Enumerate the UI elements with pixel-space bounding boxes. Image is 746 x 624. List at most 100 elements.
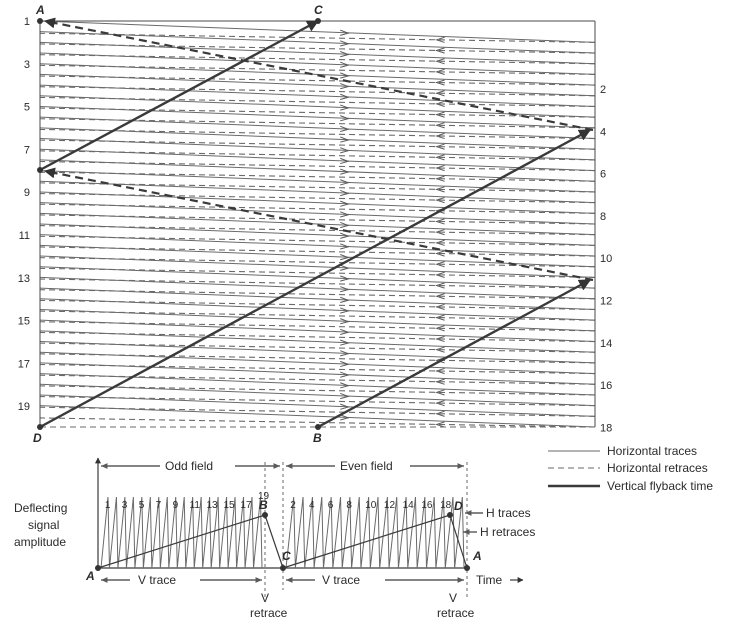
wave-label-d: D [454, 499, 463, 513]
h-retraces-label: H retraces [480, 525, 535, 539]
trace-direction-arrow [340, 414, 350, 421]
trace-direction-arrow [340, 275, 350, 282]
trace-direction-arrow [340, 200, 350, 207]
trace-direction-arrow [340, 40, 350, 47]
retrace-direction-arrow [434, 164, 445, 172]
horizontal-retrace-line [39, 342, 596, 353]
even-line-number: 10 [600, 253, 612, 265]
trace-direction-arrow [340, 296, 350, 303]
wave-label-c: C [282, 549, 291, 563]
trace-direction-arrow [340, 403, 350, 410]
horizontal-trace-line [39, 20, 596, 43]
trace-direction-arrow [340, 115, 350, 122]
retrace-direction-arrow [434, 261, 445, 268]
pulse-numbers: 1 3 5 7 9 11 13 15 17 2 4 6 8 10 12 14 16 18 [105, 500, 452, 511]
retrace-direction-arrow [434, 410, 445, 417]
trace-direction-arrow [340, 147, 350, 154]
retrace-direction-arrow [434, 346, 445, 353]
retrace-direction-arrow [434, 132, 445, 140]
legend-retrace-label: Horizontal retraces [607, 461, 708, 475]
horizontal-retrace-line [39, 353, 596, 364]
odd-line-number: 3 [24, 59, 30, 71]
retrace-direction-arrow [434, 111, 445, 118]
y-axis-label-line-1: Deflecting [14, 501, 67, 515]
horizontal-retrace-line [39, 107, 596, 118]
retrace-direction-arrow [434, 218, 445, 225]
trace-direction-arrow [340, 339, 350, 346]
retrace-direction-arrow [434, 335, 445, 343]
retrace-direction-arrow [434, 197, 445, 204]
wave-label-b: B [259, 498, 268, 512]
pulse-number: 15 [223, 500, 235, 511]
flyback-odd-c [39, 19, 320, 172]
trace-direction-arrow [340, 189, 350, 197]
deflection-waveform: Odd field Even field 1 3 5 7 9 11 13 15 17 2 4 6 8 10… [14, 457, 535, 620]
odd-line-number: 5 [24, 102, 30, 114]
point-c-dot [315, 18, 321, 24]
label-a: A [35, 3, 45, 17]
retrace-direction-arrow [434, 378, 445, 385]
legend-flyback-label: Vertical flyback time [607, 479, 713, 493]
horizontal-retrace-line [39, 75, 596, 86]
odd-field-label: Odd field [165, 459, 213, 473]
retrace-direction-arrow [434, 314, 445, 321]
retrace-direction-arrow [434, 58, 445, 65]
retrace-direction-arrow [434, 90, 445, 97]
retrace-direction-arrow [434, 229, 445, 236]
retrace-direction-arrow [434, 367, 445, 375]
h-traces-label: H traces [486, 506, 531, 520]
retrace-direction-arrow [434, 357, 445, 364]
even-line-number: 18 [600, 422, 612, 434]
horizontal-retrace-line [39, 321, 596, 332]
wave-point-a-dot [95, 565, 101, 571]
even-line-number: 6 [600, 169, 606, 181]
point-b-dot [315, 424, 321, 430]
y-axis-label-line-3: amplitude [14, 535, 66, 549]
horizontal-retrace-line [39, 289, 596, 300]
odd-line-number: 15 [18, 316, 30, 328]
retrace-direction-arrow [434, 293, 445, 300]
trace-direction-arrow [340, 232, 350, 239]
retrace-direction-arrow [434, 239, 445, 246]
odd-line-number: 13 [18, 273, 30, 285]
horizontal-retrace-line [39, 160, 596, 172]
retrace-direction-arrow [434, 271, 445, 278]
pulse-number: 2 [290, 500, 296, 511]
trace-direction-arrow [340, 382, 350, 389]
pulse-number: 18 [440, 500, 452, 511]
odd-line-number: 19 [18, 401, 30, 413]
trace-direction-arrow [340, 211, 350, 218]
horizontal-retrace-line [39, 150, 596, 161]
wave-label-a2: A [472, 549, 482, 563]
legend: Horizontal traces Horizontal retraces Ve… [548, 444, 713, 493]
pulse-number: 9 [173, 500, 179, 511]
trace-direction-arrow [340, 72, 350, 79]
trace-direction-arrow [340, 392, 350, 400]
even-line-number: 8 [600, 211, 606, 223]
retrace-direction-arrow [434, 122, 445, 129]
v-retrace-odd-label: retrace [250, 606, 288, 620]
flyback-dashed-a [43, 17, 594, 132]
pulse-number: 13 [206, 500, 218, 511]
trace-direction-arrow [340, 93, 350, 100]
wave-point-c-dot [280, 565, 286, 571]
retrace-direction-arrow [434, 400, 445, 407]
horizontal-retrace-line [39, 278, 596, 289]
retrace-direction-arrow [434, 186, 445, 193]
horizontal-retrace-line [39, 310, 596, 321]
pulse-number: 4 [309, 500, 315, 511]
retrace-direction-arrow [434, 154, 445, 161]
trace-direction-arrow [340, 51, 350, 58]
flyback-dashed-b [43, 167, 594, 282]
horizontal-retrace-line [39, 171, 596, 182]
retrace-direction-arrow [434, 68, 445, 75]
horizontal-retrace-line [39, 43, 596, 54]
horizontal-retrace-line [39, 235, 596, 246]
pulse-number: 10 [365, 500, 377, 511]
pulse-number: 1 [105, 500, 111, 511]
even-line-number: 14 [600, 338, 612, 350]
retrace-direction-arrow [434, 175, 445, 182]
retrace-direction-arrow [434, 421, 445, 428]
y-axis-label-line-2: signal [28, 518, 59, 532]
